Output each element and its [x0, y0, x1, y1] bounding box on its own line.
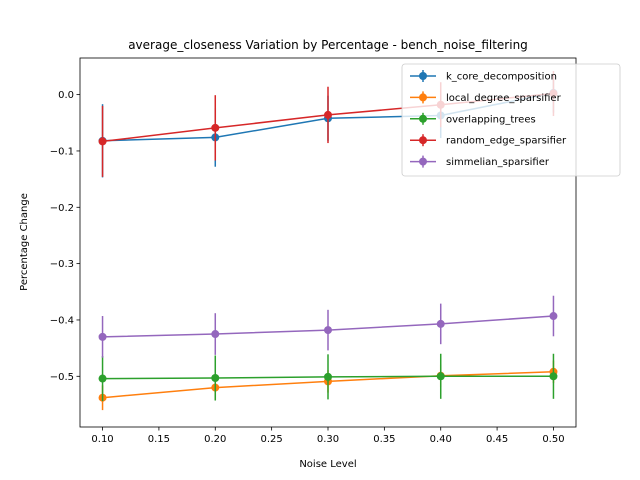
data-point — [324, 326, 332, 335]
data-point — [98, 374, 107, 383]
series-simmelian_sparsifier — [98, 295, 558, 358]
y-tick-label: −0.1 — [50, 146, 74, 157]
y-tick-label: −0.2 — [50, 203, 74, 214]
y-axis-title: Percentage Change — [19, 193, 30, 291]
x-tick-label: 0.10 — [91, 434, 113, 445]
legend-marker — [419, 157, 427, 166]
legend-label: simmelian_sparsifier — [446, 157, 550, 168]
data-point — [211, 373, 220, 382]
legend: k_core_decomposition local_degree_sparsif… — [401, 63, 621, 177]
x-tick-label: 0.25 — [261, 434, 283, 445]
x-tick-label: 0.45 — [486, 434, 508, 445]
legend-label: k_core_decomposition — [446, 72, 557, 83]
data-point — [549, 372, 558, 381]
y-tick-label: −0.5 — [50, 372, 74, 383]
legend-item: overlapping_trees — [410, 112, 536, 125]
x-tick-label: 0.30 — [317, 434, 339, 445]
y-tick-label: −0.3 — [50, 259, 74, 270]
legend-marker — [419, 93, 427, 102]
data-point — [324, 110, 332, 119]
legend-marker — [419, 136, 427, 145]
legend-item: simmelian_sparsifier — [410, 155, 550, 168]
legend-box — [401, 63, 621, 177]
x-tick-label: 0.50 — [542, 434, 564, 445]
data-point — [436, 372, 445, 381]
data-point — [211, 330, 220, 339]
x-tick-label: 0.15 — [148, 434, 170, 445]
legend-item: random_edge_sparsifier — [410, 134, 567, 147]
data-point — [98, 332, 107, 341]
x-tick-label: 0.40 — [430, 434, 452, 445]
data-point — [549, 312, 558, 321]
x-axis-title: Noise Level — [299, 459, 356, 470]
legend-item: local_degree_sparsifier — [410, 91, 562, 104]
data-point — [324, 372, 332, 381]
legend-label: overlapping_trees — [446, 114, 536, 125]
legend-marker — [419, 114, 427, 123]
x-tick-label: 0.20 — [204, 434, 226, 445]
x-tick-label: 0.35 — [373, 434, 395, 445]
data-point — [211, 123, 220, 132]
y-tick-label: 0.0 — [58, 90, 74, 101]
legend-label: local_degree_sparsifier — [446, 93, 562, 104]
chart-title: average_closeness Variation by Percentag… — [128, 38, 528, 52]
data-point — [98, 137, 107, 146]
series-overlapping_trees — [98, 353, 558, 402]
y-tick-label: −0.4 — [50, 315, 74, 326]
legend-marker — [419, 72, 427, 80]
legend-label: random_edge_sparsifier — [446, 136, 567, 147]
data-point — [436, 319, 445, 328]
legend-item: k_core_decomposition — [410, 70, 557, 83]
